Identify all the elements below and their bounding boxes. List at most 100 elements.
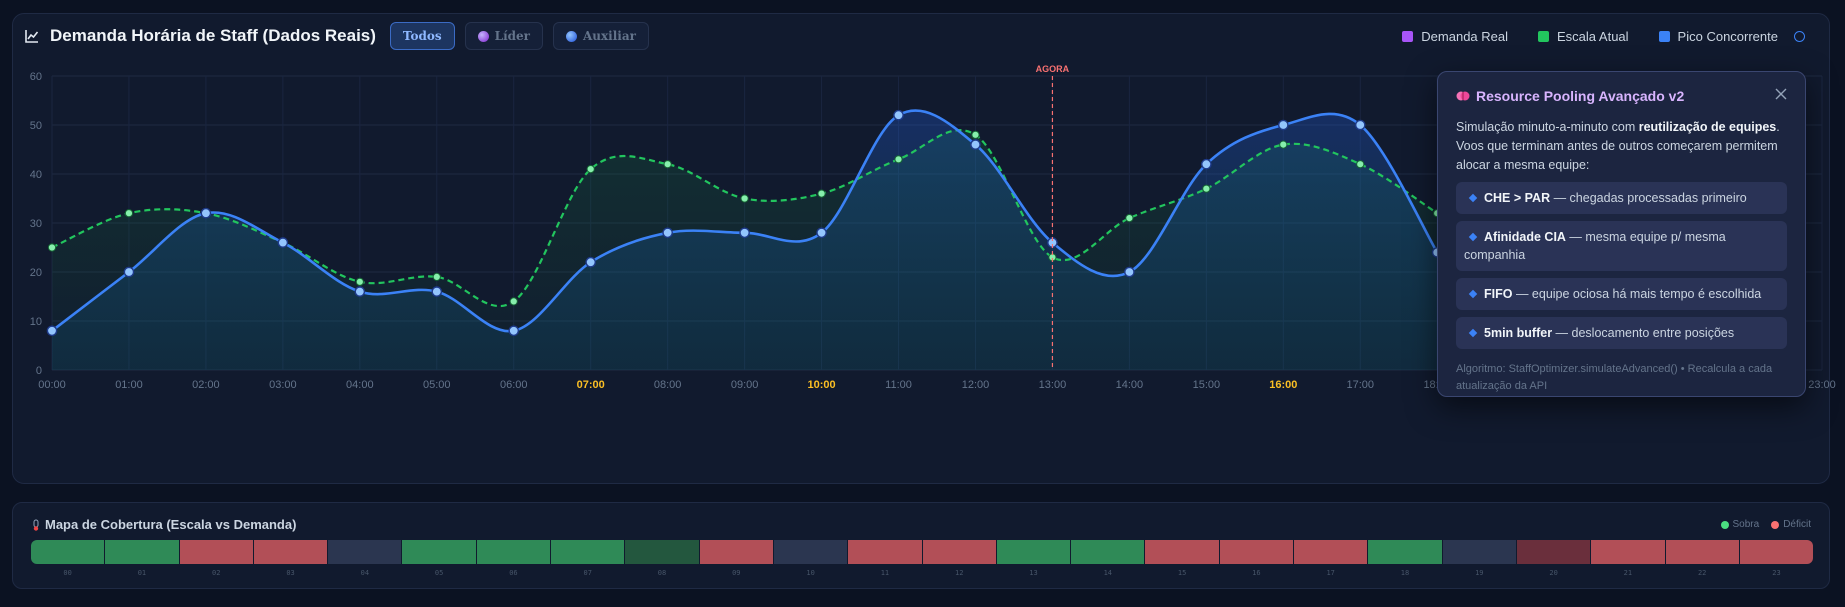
escala-atual-point <box>47 243 57 252</box>
coverage-hour-label: 22 <box>1697 569 1707 577</box>
chart-header: Demanda Horária de Staff (Dados Reais) T… <box>24 22 649 50</box>
y-tick-label: 10 <box>30 316 42 328</box>
coverage-cell[interactable] <box>922 540 996 564</box>
coverage-cell[interactable] <box>253 540 328 564</box>
desc-text: . Voos que terminam antes de outros come… <box>1456 120 1780 172</box>
rule-text: — deslocamento entre posições <box>1552 326 1735 340</box>
pico-concorrente-point <box>1201 158 1212 170</box>
coverage-cell[interactable] <box>179 540 253 564</box>
y-tick-label: 60 <box>30 71 42 83</box>
filter-todos-label: Todos <box>402 29 442 43</box>
coverage-hour-label: 18 <box>1400 569 1410 577</box>
legend-label: Sobra <box>1732 519 1760 530</box>
x-tick-label: 12:00 <box>962 379 990 391</box>
coverage-cell[interactable] <box>1071 540 1145 564</box>
legend-swatch <box>1538 31 1549 42</box>
coverage-cell[interactable] <box>1294 540 1368 564</box>
pico-concorrente-point <box>816 227 827 239</box>
pico-concorrente-point <box>431 286 443 297</box>
coverage-cell[interactable] <box>1591 540 1665 564</box>
escala-atual-point <box>586 165 595 174</box>
rule-text: — mesma equipe p/ mesma companhia <box>1464 230 1726 262</box>
rule-name: FIFO <box>1484 287 1513 301</box>
auxiliar-dot-icon <box>565 30 577 42</box>
coverage-hour-label: 11 <box>880 569 890 577</box>
escala-atual-point <box>432 272 441 281</box>
coverage-hour-label: 06 <box>509 569 518 577</box>
coverage-cell[interactable] <box>1665 540 1739 564</box>
pico-concorrente-area <box>52 110 1438 370</box>
x-tick-label: 05:00 <box>423 379 451 391</box>
legend-label: Pico Concorrente <box>1677 29 1778 44</box>
pico-concorrente-point <box>662 227 673 239</box>
coverage-hour-label: 07 <box>583 569 592 577</box>
coverage-hour-label: 02 <box>212 569 221 577</box>
close-icon[interactable] <box>1773 86 1789 102</box>
escala-atual-point <box>355 277 364 286</box>
coverage-hour-label: 10 <box>806 569 815 577</box>
coverage-cell[interactable] <box>1145 540 1219 564</box>
desc-bold: reutilização de equipes <box>1638 120 1777 134</box>
pico-concorrente-point <box>970 139 981 150</box>
rule-item: FIFO — equipe ociosa há mais tempo é esc… <box>1456 278 1787 310</box>
rule-item: Afinidade CIA — mesma equipe p/ mesma co… <box>1456 221 1787 271</box>
coverage-hour-label: 04 <box>360 569 370 577</box>
filter-todos-button[interactable]: Todos <box>389 22 455 50</box>
x-tick-label: 09:00 <box>731 379 759 391</box>
legend-pico-concorrente[interactable]: Pico Concorrente <box>1658 29 1778 44</box>
escala-atual-point <box>663 160 672 169</box>
resource-pooling-popover: Resource Pooling Avançado v2 Simulação m… <box>1437 71 1806 397</box>
filter-auxiliar-button[interactable]: Auxiliar <box>552 22 649 50</box>
coverage-header: Mapa de Cobertura (Escala vs Demanda) <box>31 517 296 532</box>
filter-lider-label: Líder <box>494 29 530 43</box>
x-tick-label: 23:00 <box>1808 379 1836 391</box>
coverage-cell[interactable] <box>1739 540 1813 564</box>
pico-concorrente-point <box>123 266 135 278</box>
coverage-cell[interactable] <box>996 540 1071 564</box>
coverage-cell[interactable] <box>105 540 179 564</box>
coverage-cell[interactable] <box>402 540 476 564</box>
filter-lider-button[interactable]: Líder <box>464 22 543 50</box>
popover-footer: Algoritmo: StaffOptimizer.simulateAdvanc… <box>1456 363 1773 392</box>
coverage-bar <box>31 540 1813 564</box>
coverage-hour-label: 17 <box>1326 569 1335 577</box>
now-marker-label: AGORA <box>1036 64 1070 74</box>
x-tick-label: 00:00 <box>38 379 66 391</box>
brain-icon <box>1456 91 1470 101</box>
x-tick-label: 17:00 <box>1346 379 1374 391</box>
coverage-hour-label: 03 <box>286 569 295 577</box>
escala-atual-point <box>740 194 749 203</box>
x-tick-label: 15:00 <box>1193 379 1221 391</box>
coverage-cell[interactable] <box>476 540 551 564</box>
coverage-hour-label: 05 <box>434 569 444 577</box>
legend-sobra: Sobra <box>1720 519 1760 530</box>
escala-atual-point <box>1125 214 1134 223</box>
diamond-icon <box>1468 289 1478 299</box>
info-icon[interactable] <box>1794 31 1805 42</box>
coverage-cell[interactable] <box>773 540 848 564</box>
rule-name: CHE > PAR <box>1484 191 1551 205</box>
coverage-cell[interactable] <box>31 540 105 564</box>
coverage-cell[interactable] <box>848 540 922 564</box>
coverage-hour-label: 14 <box>1103 569 1113 577</box>
coverage-cell[interactable] <box>1516 540 1591 564</box>
coverage-cell[interactable] <box>1442 540 1516 564</box>
coverage-cell[interactable] <box>551 540 625 564</box>
coverage-cell[interactable] <box>328 540 402 564</box>
coverage-hour-label: 16 <box>1252 569 1261 577</box>
coverage-hour-label: 08 <box>657 569 667 577</box>
y-tick-label: 0 <box>36 365 42 377</box>
coverage-cell[interactable] <box>1219 540 1294 564</box>
escala-atual-point <box>894 155 903 164</box>
coverage-cell[interactable] <box>699 540 773 564</box>
pico-concorrente-point <box>739 227 750 239</box>
legend-escala-atual[interactable]: Escala Atual <box>1538 29 1629 44</box>
legend-demanda-real[interactable]: Demanda Real <box>1402 29 1508 44</box>
diamond-icon <box>1468 193 1478 203</box>
diamond-icon <box>1468 328 1478 338</box>
rule-name: 5min buffer <box>1484 326 1553 340</box>
coverage-cell[interactable] <box>625 540 699 564</box>
coverage-cell[interactable] <box>1368 540 1442 564</box>
rule-name: Afinidade CIA <box>1484 230 1566 244</box>
x-tick-label: 02:00 <box>192 379 220 391</box>
